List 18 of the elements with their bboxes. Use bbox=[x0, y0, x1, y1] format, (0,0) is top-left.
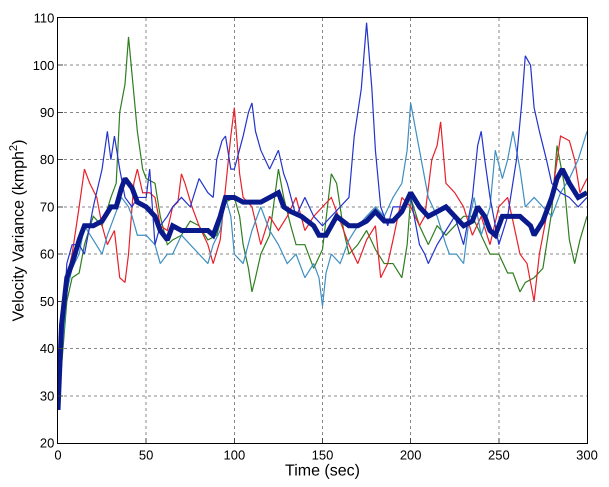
y-tick-label: 100 bbox=[32, 58, 54, 73]
x-tick-label: 0 bbox=[54, 448, 62, 463]
x-tick-label: 250 bbox=[488, 448, 510, 463]
x-axis-title: Time (sec) bbox=[285, 462, 360, 480]
y-tick-label: 40 bbox=[40, 341, 54, 356]
y-tick-label: 110 bbox=[34, 10, 54, 26]
x-tick-label: 150 bbox=[312, 448, 334, 463]
y-tick-label: 90 bbox=[40, 104, 54, 120]
y-tick-label: 70 bbox=[40, 199, 54, 214]
x-tick-label: 100 bbox=[223, 448, 246, 463]
y-tick-label: 60 bbox=[40, 246, 54, 262]
x-tick-label: 200 bbox=[400, 448, 422, 463]
x-tick-label: 300 bbox=[576, 448, 598, 463]
x-tick-label: 50 bbox=[138, 448, 154, 463]
y-tick-label: 20 bbox=[40, 436, 54, 451]
y-tick-label: 80 bbox=[40, 152, 54, 168]
y-tick-label: 50 bbox=[40, 294, 54, 309]
y-tick-label: 30 bbox=[40, 388, 54, 404]
